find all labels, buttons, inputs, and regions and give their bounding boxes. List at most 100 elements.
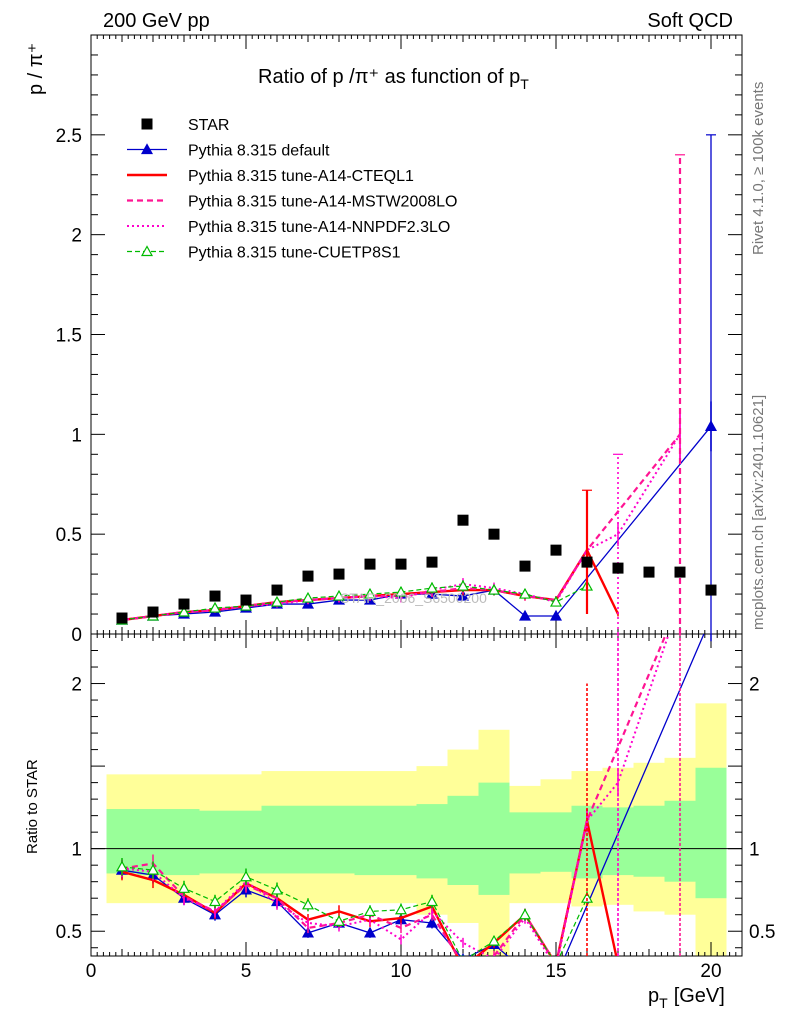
ratio-point-cuetp — [239, 870, 253, 882]
ratio-axes-frame — [90, 633, 743, 957]
y-tick-label: 1 — [71, 425, 82, 446]
ratio-point-cuetp — [425, 895, 439, 907]
xlabel-sub: T — [659, 995, 668, 1011]
star-point — [240, 594, 252, 606]
main-panel: 0 0.5 1 1.5 2 2.5 — [56, 34, 743, 646]
star-point — [147, 606, 159, 618]
legend-marker-default — [140, 143, 154, 155]
plot-title-sub: T — [520, 76, 529, 92]
star-point — [457, 514, 469, 526]
main-point-cuetp — [177, 605, 191, 617]
ratio-point-cuetp — [332, 915, 346, 926]
star-point — [302, 570, 314, 582]
ylabel-ratio: Ratio to STAR — [24, 759, 41, 854]
main-line-cuetp — [121, 585, 588, 621]
watermark: STAR_2006_S6500200 — [340, 590, 487, 606]
star-point — [612, 562, 624, 574]
ratio-line-cuetp — [121, 866, 588, 956]
star-point — [519, 560, 531, 572]
ratio-point-cuetp — [270, 883, 284, 895]
inner-band-13 — [478, 782, 510, 895]
ratio-point-cuetp — [580, 891, 594, 903]
star-point — [209, 590, 221, 602]
ratio-y-tick-label-right: 0.5 — [749, 922, 775, 943]
star-point — [116, 612, 128, 624]
ratio-point-cuetp — [518, 908, 532, 920]
process-label: Soft QCD — [647, 10, 733, 32]
x-tick-label: 20 — [700, 961, 721, 982]
ratio-y-tick-label: 2 — [71, 675, 82, 696]
xlabel: pT [GeV] — [648, 985, 725, 1011]
legend: STAR Pythia 8.315 default Pythia 8.315 tun… — [127, 117, 457, 262]
y-tick-label: 0.5 — [56, 525, 82, 546]
ratio-uncertainty-bands — [106, 703, 727, 956]
inner-band-4 — [199, 810, 231, 874]
y-tick-label: 1.5 — [56, 326, 82, 347]
inner-band-5 — [230, 810, 262, 874]
y-tick-label: 0 — [71, 625, 82, 646]
rivet-label: Rivet 4.1.0, ≥ 100k events — [750, 82, 767, 255]
ratio-point-cuetp — [301, 898, 315, 910]
inner-band-8 — [323, 805, 355, 874]
ratio-point-cuetp — [394, 903, 408, 915]
legend-marker-cuetp — [140, 245, 154, 257]
ratio-line-default — [121, 634, 705, 956]
mcplots-label: mcplots.cern.ch [arXiv:2401.10621] — [750, 395, 767, 630]
star-point — [395, 558, 407, 570]
inner-band-14 — [509, 812, 541, 874]
main-point-cuetp — [332, 589, 346, 601]
ratio-point-cuetp — [146, 863, 160, 875]
star-point — [178, 598, 190, 610]
inner-band-10 — [385, 805, 417, 876]
legend-label: Pythia 8.315 tune-A14-CTEQL1 — [188, 168, 414, 185]
main-point-cuetp — [518, 587, 532, 599]
ratio-point-cuetp — [462, 954, 464, 956]
inner-band-3 — [168, 809, 200, 876]
inner-band-11 — [416, 804, 448, 879]
y-tick-label: 2.5 — [56, 126, 82, 147]
ratio-y-tick-label: 1 — [71, 840, 82, 861]
ratio-y-tick-label-right: 2 — [749, 675, 760, 696]
main-point-cuetp — [456, 579, 470, 591]
ratio-point-cuetp — [487, 934, 501, 946]
inner-band-7 — [292, 805, 324, 874]
main-point-default — [456, 589, 470, 601]
star-point — [333, 568, 345, 580]
x-tick-label: 10 — [390, 961, 411, 982]
star-point — [488, 528, 500, 540]
main-point-default — [549, 609, 563, 621]
legend-label: STAR — [188, 117, 229, 134]
main-point-cuetp — [487, 583, 501, 595]
ratio-point-default — [363, 926, 377, 938]
ratio-point-cuetp — [115, 860, 129, 872]
main-point-cuetp — [270, 595, 284, 607]
inner-band-18 — [633, 805, 665, 877]
star-point — [364, 558, 376, 570]
ratio-y-tick-label: 0.5 — [56, 922, 82, 943]
main-line-default — [121, 425, 712, 621]
ylabel-main: p / π⁺ — [25, 43, 47, 95]
inner-band-15 — [540, 812, 572, 872]
star-point — [643, 566, 655, 578]
ratio-point-cuetp — [208, 895, 222, 907]
x-tick-label: 5 — [241, 961, 252, 982]
x-tick-label: 15 — [545, 961, 566, 982]
ratio-point-cuetp — [363, 905, 377, 917]
legend-label: Pythia 8.315 default — [188, 143, 330, 160]
xlabel-unit: [GeV] — [674, 985, 725, 1007]
ratio-y-tick-label-right: 1 — [749, 840, 760, 861]
legend-marker-star — [141, 118, 153, 130]
plot-title: Ratio of p /π⁺ as function of pT — [258, 66, 529, 92]
main-series — [115, 134, 718, 634]
main-point-cuetp — [301, 591, 315, 603]
ratio-point-cuetp — [177, 882, 191, 893]
ratio-point-default — [520, 966, 530, 975]
legend-label: Pythia 8.315 tune-A14-NNPDF2.3LO — [188, 219, 450, 236]
star-point — [674, 566, 686, 578]
legend-label: Pythia 8.315 tune-CUETP8S1 — [188, 245, 401, 262]
ratio-series — [115, 634, 712, 975]
main-point-cuetp — [394, 585, 408, 597]
main-point-cuetp — [549, 595, 563, 607]
legend-label: Pythia 8.315 tune-A14-MSTW2008LO — [188, 194, 457, 211]
